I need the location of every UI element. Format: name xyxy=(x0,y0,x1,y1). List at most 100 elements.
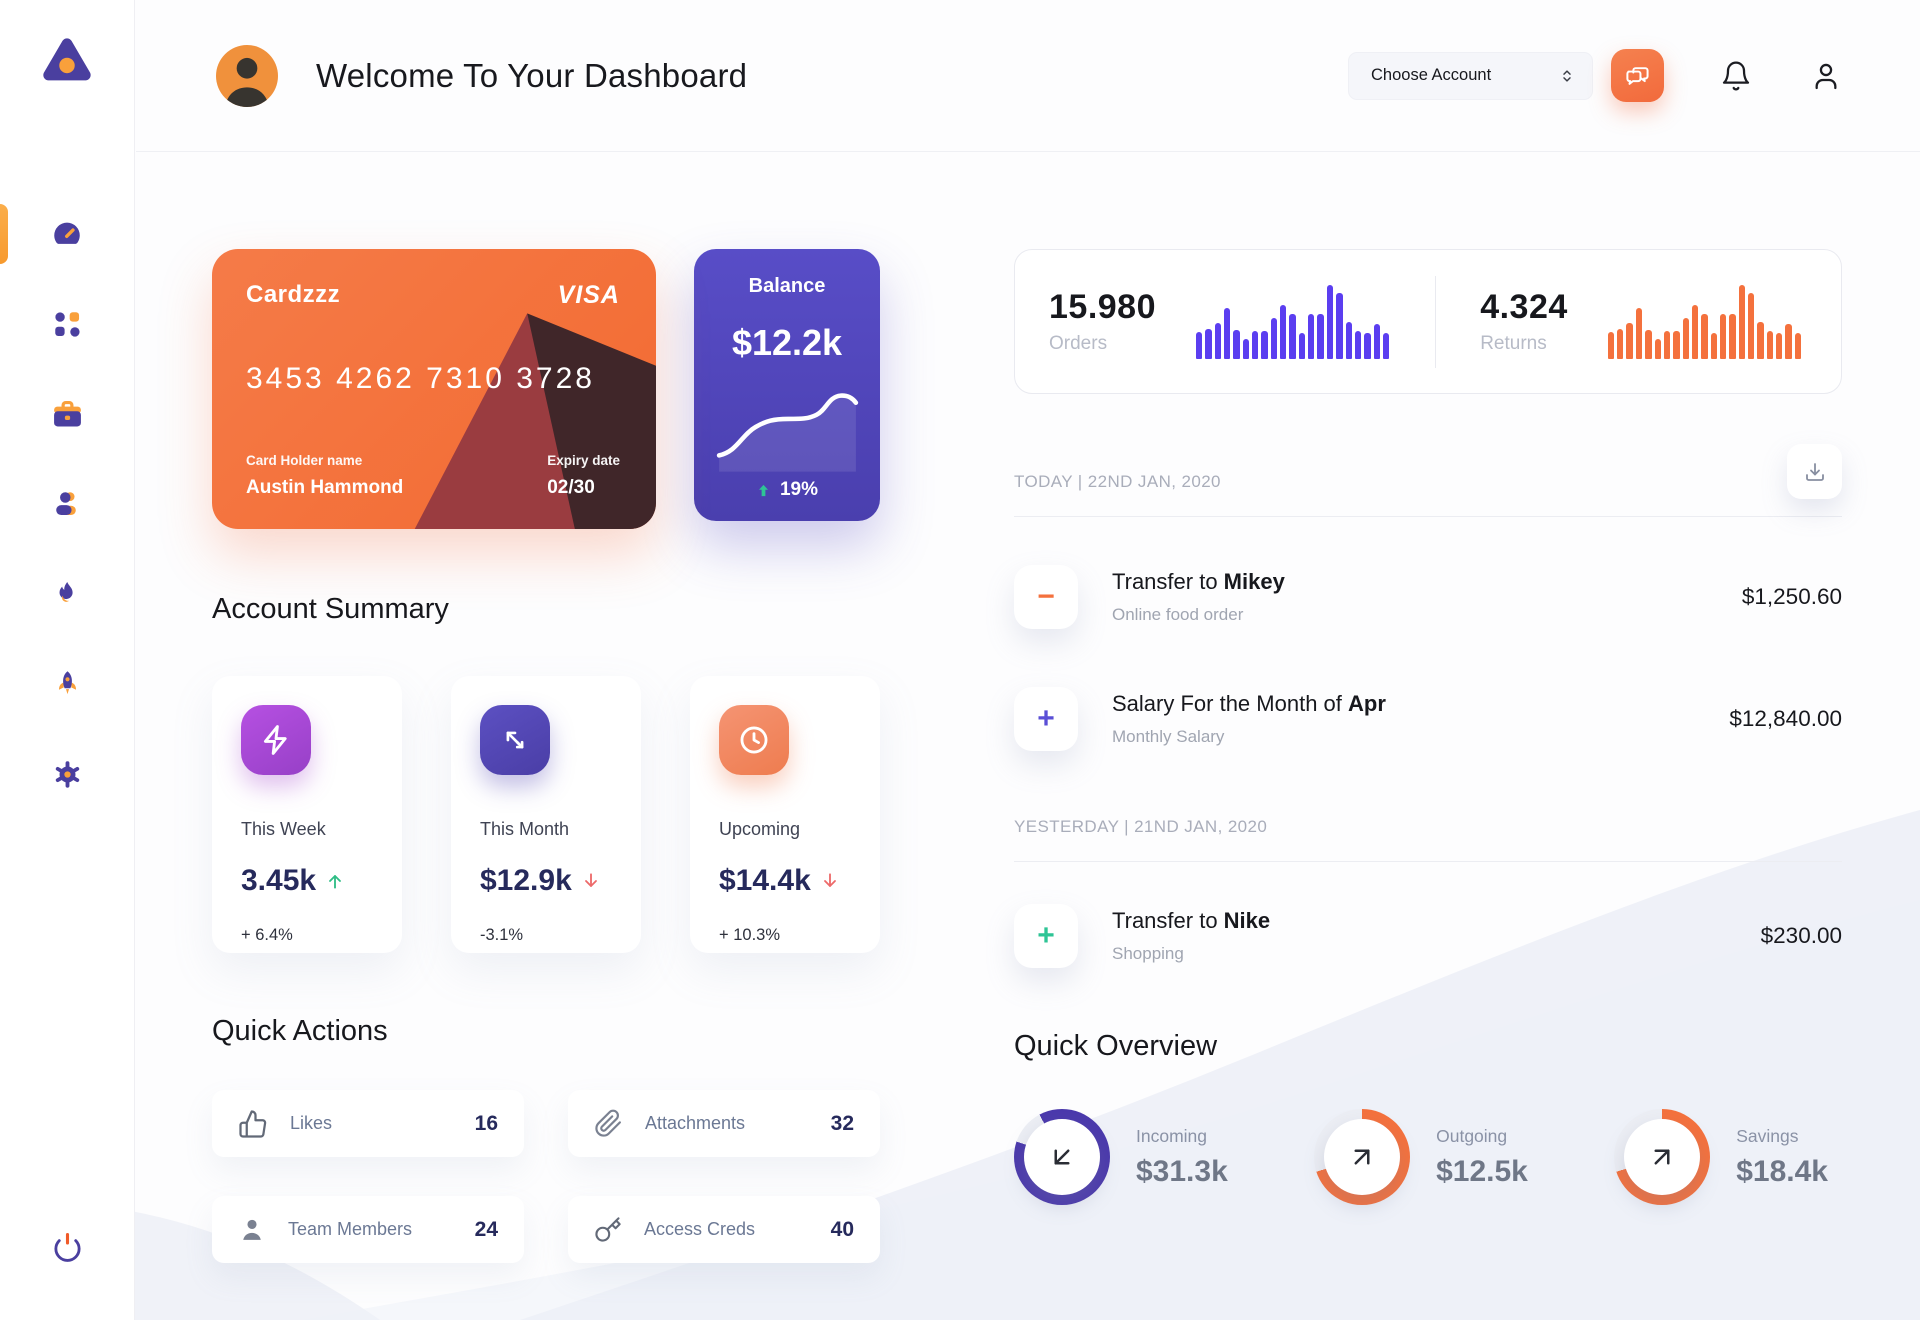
action-team-members[interactable]: Team Members 24 xyxy=(212,1196,524,1263)
transaction-subtitle: Monthly Salary xyxy=(1112,727,1225,746)
sidebar-nav xyxy=(0,204,134,793)
overview-ring xyxy=(1014,1109,1110,1205)
sidebar-item-dashboard[interactable] xyxy=(0,204,134,264)
sidebar-item-trending[interactable] xyxy=(0,575,134,613)
sidebar-item-work[interactable] xyxy=(0,395,134,433)
balance-sparkline-chart xyxy=(716,393,859,472)
today-header: TODAY | 22ND JAN, 2020 xyxy=(1014,444,1842,499)
action-access-creds[interactable]: Access Creds 40 xyxy=(568,1196,880,1263)
action-count: 40 xyxy=(830,1217,854,1241)
clap-hands-icon xyxy=(239,1109,267,1138)
divider xyxy=(1014,861,1842,862)
trend-down-icon xyxy=(823,873,836,887)
grid-dots-icon xyxy=(54,311,80,337)
overview-ring xyxy=(1614,1109,1711,1205)
orders-label: Orders xyxy=(1049,333,1108,354)
summary-change: -3.1% xyxy=(480,926,524,944)
sidebar-item-team[interactable] xyxy=(0,485,134,523)
summary-value: $14.4k xyxy=(719,864,811,897)
action-count: 16 xyxy=(474,1111,498,1135)
transaction-row-mikey[interactable]: − Transfer to Mikey Online food order $1… xyxy=(1014,565,1842,629)
action-count: 24 xyxy=(474,1217,498,1241)
profile-button[interactable] xyxy=(1810,60,1842,92)
summary-value: $12.9k xyxy=(480,864,572,897)
card-expiry-label: Expiry date xyxy=(547,453,620,468)
card-holder-label: Card Holder name xyxy=(246,453,363,468)
card-holder-name: Austin Hammond xyxy=(246,477,404,498)
download-button[interactable] xyxy=(1787,444,1842,499)
sidebar-item-settings[interactable] xyxy=(0,755,134,793)
summary-value: 3.45k xyxy=(241,864,317,897)
bell-icon xyxy=(1722,61,1750,90)
stats-panel: 15.980 Orders 4.324 Returns xyxy=(1014,249,1842,394)
arrow-up-right-icon xyxy=(1354,1149,1370,1165)
right-column: 15.980 Orders 4.324 Returns TODAY | 22ND… xyxy=(1014,249,1842,1320)
user-icon xyxy=(56,492,76,516)
orders-value: 15.980 xyxy=(1049,288,1156,326)
trend-up-icon xyxy=(329,875,341,889)
sidebar xyxy=(0,0,135,1320)
account-select-label: Choose Account xyxy=(1371,66,1492,84)
overview-value: $18.4k xyxy=(1736,1154,1828,1188)
transaction-subtitle: Shopping xyxy=(1112,944,1184,963)
lightning-icon xyxy=(263,725,287,755)
chevrons-updown-icon xyxy=(1563,69,1571,82)
summary-change: + 10.3% xyxy=(719,926,781,944)
chat-bubbles-icon xyxy=(1625,66,1649,85)
triangle-logo-icon xyxy=(43,38,91,81)
notifications-button[interactable] xyxy=(1720,60,1752,92)
transaction-title: Salary For the Month of Apr xyxy=(1112,691,1386,716)
yesterday-header: YESTERDAY | 21ND JAN, 2020 xyxy=(1014,817,1842,837)
arrow-up-right-icon xyxy=(1654,1149,1670,1165)
summary-card-upcoming: Upcoming $14.4k + 10.3% xyxy=(690,676,880,953)
user-icon xyxy=(1815,63,1837,89)
download-icon xyxy=(1805,462,1824,481)
yesterday-date-label: YESTERDAY | 21ND JAN, 2020 xyxy=(1014,817,1268,836)
power-icon xyxy=(53,1233,81,1262)
logout-button[interactable] xyxy=(52,1232,83,1266)
summary-label: Upcoming xyxy=(719,819,801,839)
overview-outgoing: Outgoing $12.5k xyxy=(1314,1109,1528,1205)
transaction-row-nike[interactable]: + Transfer to Nike Shopping $230.00 xyxy=(1014,904,1842,968)
chat-button[interactable] xyxy=(1611,49,1664,102)
card-expiry-value: 02/30 xyxy=(547,477,595,498)
gear-icon xyxy=(55,760,79,788)
today-date-label: TODAY | 22ND JAN, 2020 xyxy=(1014,472,1221,491)
transaction-title: Transfer to Mikey xyxy=(1112,569,1285,594)
main-content: Cardzzz VISA 3453 4262 7310 3728 Card Ho… xyxy=(136,153,1920,1320)
header: Welcome To Your Dashboard Choose Account xyxy=(136,0,1920,152)
transaction-row-salary[interactable]: + Salary For the Month of Apr Monthly Sa… xyxy=(1014,687,1842,751)
account-select[interactable]: Choose Account xyxy=(1348,51,1593,100)
transaction-amount: $1,250.60 xyxy=(1741,584,1842,609)
transaction-amount: $230.00 xyxy=(1760,923,1842,948)
action-label: Attachments xyxy=(645,1113,746,1133)
left-column: Cardzzz VISA 3453 4262 7310 3728 Card Ho… xyxy=(212,249,880,1320)
overview-value: $31.3k xyxy=(1136,1154,1228,1188)
avatar-person-icon xyxy=(225,57,269,107)
trend-down-icon xyxy=(584,873,597,887)
transaction-amount: $12,840.00 xyxy=(1729,706,1842,731)
speedometer-icon xyxy=(54,222,80,244)
summary-label: This Month xyxy=(480,819,570,839)
sidebar-item-launch[interactable] xyxy=(0,665,134,703)
avatar xyxy=(216,44,278,107)
action-label: Likes xyxy=(290,1113,333,1133)
balance-change-value: 19% xyxy=(779,479,819,500)
sidebar-item-apps[interactable] xyxy=(0,305,134,343)
key-icon xyxy=(595,1216,621,1242)
returns-value: 4.324 xyxy=(1480,288,1568,326)
transaction-title: Transfer to Nike xyxy=(1112,908,1271,933)
action-label: Team Members xyxy=(288,1219,413,1239)
briefcase-icon xyxy=(53,400,81,426)
overview-label: Savings xyxy=(1736,1125,1799,1146)
action-count: 32 xyxy=(830,1111,854,1135)
action-attachments[interactable]: Attachments 32 xyxy=(568,1090,880,1157)
overview-incoming: Incoming $31.3k xyxy=(1014,1109,1228,1205)
transfer-arrows-icon xyxy=(506,731,524,749)
overview-value: $12.5k xyxy=(1436,1154,1528,1188)
action-likes[interactable]: Likes 16 xyxy=(212,1090,524,1157)
overview-label: Outgoing xyxy=(1436,1125,1508,1146)
card-number: 3453 4262 7310 3728 xyxy=(246,362,595,395)
quick-overview-title: Quick Overview xyxy=(1014,1030,1218,1062)
